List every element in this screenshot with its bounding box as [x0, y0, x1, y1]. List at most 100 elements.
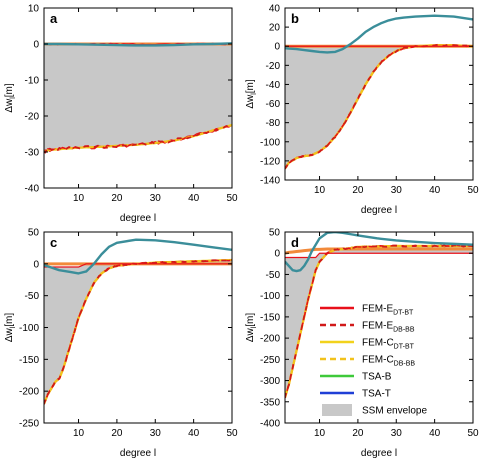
- y-tick-label: 0: [274, 249, 280, 260]
- x-tick-label: 40: [188, 193, 200, 204]
- y-axis-label-main: Δw: [4, 328, 15, 343]
- panel-label: d: [291, 235, 299, 250]
- panel-label: a: [50, 11, 58, 26]
- plot-frame: [43, 7, 233, 189]
- legend-label: FEM-CDB-BB: [362, 355, 415, 368]
- plot-frame: [284, 231, 474, 424]
- y-tick-label: -100: [260, 137, 280, 148]
- legend-label-main: FEM-C: [362, 338, 394, 349]
- x-tick-label: 10: [314, 428, 326, 439]
- panel-label: c: [50, 235, 57, 250]
- legend-item: FEM-EDB-BB: [320, 321, 415, 334]
- y-tick-label: 10: [28, 4, 40, 15]
- x-tick-label: 20: [352, 428, 364, 439]
- x-tick-label: 30: [391, 185, 403, 196]
- panel-data: [44, 238, 232, 405]
- plot-frame: [284, 7, 474, 181]
- y-tick-label: -120: [260, 156, 280, 167]
- y-axis-label-unit: [m]: [245, 79, 256, 93]
- x-tick-label: 20: [111, 193, 123, 204]
- y-axis-label-sub: l: [10, 97, 17, 99]
- x-tick-label: 50: [226, 193, 238, 204]
- series-fem-e-db-bb-line: [44, 259, 232, 405]
- legend-label: TSA-B: [362, 372, 392, 383]
- legend-label: TSA-T: [362, 389, 391, 400]
- x-tick-label: 40: [429, 428, 441, 439]
- legend: FEM-EDT-BTFEM-EDB-BBFEM-CDT-BTFEM-CDB-BB…: [320, 304, 427, 417]
- y-tick-label: -20: [266, 61, 281, 72]
- x-tick-label: 50: [226, 428, 238, 439]
- x-tick-label: 50: [467, 185, 479, 196]
- x-tick-label: 20: [111, 428, 123, 439]
- y-tick-label: -140: [260, 176, 280, 187]
- x-tick-label: 20: [352, 185, 364, 196]
- legend-item: TSA-B: [320, 372, 392, 383]
- legend-label-main: TSA-T: [362, 389, 391, 400]
- legend-item: FEM-CDT-BT: [320, 338, 415, 351]
- y-tick-label: -10: [25, 76, 40, 87]
- series-fem-e-db-bb-line: [44, 124, 232, 154]
- x-axis-label: degree l: [120, 213, 156, 224]
- y-tick-label: 50: [28, 228, 40, 239]
- y-tick-label: 40: [269, 4, 281, 15]
- series-fem-e-upper-line: [285, 252, 473, 259]
- series-fem-c-db-bb-line: [285, 244, 473, 398]
- x-tick-label: 40: [429, 185, 441, 196]
- y-tick-label: -40: [25, 184, 40, 195]
- y-axis-label-main: Δw: [245, 328, 256, 343]
- x-tick-label: 10: [73, 428, 85, 439]
- series-fem-c-db-bb-line: [44, 258, 232, 405]
- x-axis-label: degree l: [361, 205, 397, 216]
- y-axis-label: Δwl[m]: [4, 313, 17, 343]
- legend-label: FEM-EDB-BB: [362, 321, 415, 334]
- y-tick-label: -200: [260, 334, 280, 345]
- ssm-envelope: [285, 45, 473, 169]
- y-tick-label: -50: [25, 291, 40, 302]
- y-axis-label-sub: l: [10, 326, 17, 328]
- y-tick-label: 0: [33, 40, 39, 51]
- legend-label-sub: DT-BT: [393, 310, 414, 317]
- legend-label: FEM-CDT-BT: [362, 338, 415, 351]
- y-tick-label: -150: [260, 312, 280, 323]
- y-axis-label: Δwl[m]: [245, 79, 258, 109]
- x-tick-label: 30: [150, 193, 162, 204]
- y-tick-label: -250: [19, 419, 39, 430]
- legend-label-sub: DB-BB: [394, 361, 416, 368]
- x-axis-label: degree l: [361, 448, 397, 458]
- y-tick-label: 0: [33, 259, 39, 270]
- y-tick-label: -60: [266, 99, 281, 110]
- y-tick-label: -20: [25, 112, 40, 123]
- legend-item: FEM-EDT-BT: [320, 304, 414, 317]
- panel-a: -40 -30 -20 -10 0 10 10 20 30 40 50 degree l Δwl[m] a: [4, 4, 238, 225]
- legend-item: FEM-CDB-BB: [320, 355, 415, 368]
- panel-d: -400 -350 -300 -250 -200 -150 -100 -50 0 50 10 20 30…: [245, 228, 479, 458]
- x-tick-label: 40: [188, 428, 200, 439]
- legend-label-main: FEM-E: [362, 304, 393, 315]
- y-tick-label: -300: [260, 376, 280, 387]
- panel-data: [285, 232, 473, 399]
- panel-data: [44, 42, 232, 154]
- legend-label-main: TSA-B: [362, 372, 392, 383]
- legend-label: FEM-EDT-BT: [362, 304, 414, 317]
- y-tick-label: -400: [260, 419, 280, 430]
- legend-label-sub: DB-BB: [393, 327, 415, 334]
- legend-label: SSM envelope: [362, 406, 427, 417]
- y-tick-label: -100: [19, 323, 39, 334]
- x-tick-label: 30: [150, 428, 162, 439]
- y-tick-label: -200: [19, 387, 39, 398]
- y-axis-label: Δwl[m]: [4, 83, 17, 113]
- legend-item: TSA-T: [320, 389, 391, 400]
- x-tick-label: 10: [73, 193, 85, 204]
- ssm-envelope: [44, 260, 232, 404]
- y-tick-label: -250: [260, 355, 280, 366]
- panel-b: -140 -120 -100 -80 -60 -40 -20 0 20 40 10 20 30 40 50 d…: [245, 4, 479, 217]
- legend-label-main: SSM envelope: [362, 406, 427, 417]
- y-axis-label-sub: l: [251, 93, 258, 95]
- legend-item: SSM envelope: [322, 404, 427, 417]
- y-tick-label: -150: [19, 355, 39, 366]
- series-tsa-orange-line: [285, 247, 473, 255]
- y-axis-label-unit: [m]: [245, 313, 256, 327]
- y-tick-label: -30: [25, 148, 40, 159]
- legend-label-main: FEM-C: [362, 355, 394, 366]
- series-teal-line: [285, 232, 473, 273]
